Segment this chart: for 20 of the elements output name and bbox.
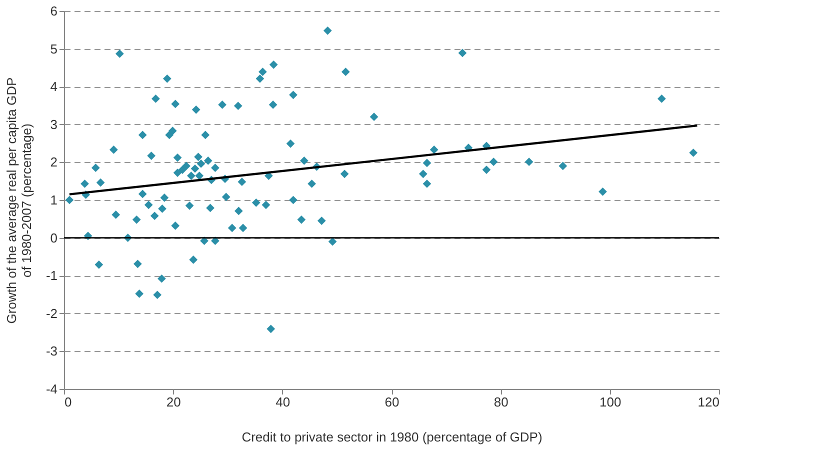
y-tick-label: 3	[50, 116, 58, 132]
x-tick-label: 100	[599, 394, 622, 410]
x-tick-label: 80	[494, 394, 508, 410]
x-tick-label: 40	[276, 394, 290, 410]
x-tick-label: 120	[698, 394, 720, 410]
y-tick-label: 5	[50, 41, 58, 56]
y-tick-label: -2	[46, 306, 58, 321]
x-tick-label: 0	[64, 394, 72, 410]
y-tick-label: 0	[50, 230, 58, 246]
y-axis-title: Growth of the average real per capita GDP of 1980-2007 (percentage)	[4, 77, 34, 324]
y-tick-label: -3	[46, 344, 58, 359]
y-tick-label: 1	[50, 192, 58, 208]
y-tick-label: 2	[50, 154, 58, 170]
x-tick-label: 60	[384, 394, 400, 410]
x-axis-title: Credit to private sector in 1980 (percentage of GDP)	[242, 430, 542, 444]
y-tick-label: 4	[50, 79, 58, 94]
y-tick-label: -4	[46, 382, 58, 396]
x-tick-label: 20	[166, 394, 181, 410]
y-tick-label: -1	[46, 268, 58, 284]
y-tick-label: 6	[50, 4, 58, 18]
